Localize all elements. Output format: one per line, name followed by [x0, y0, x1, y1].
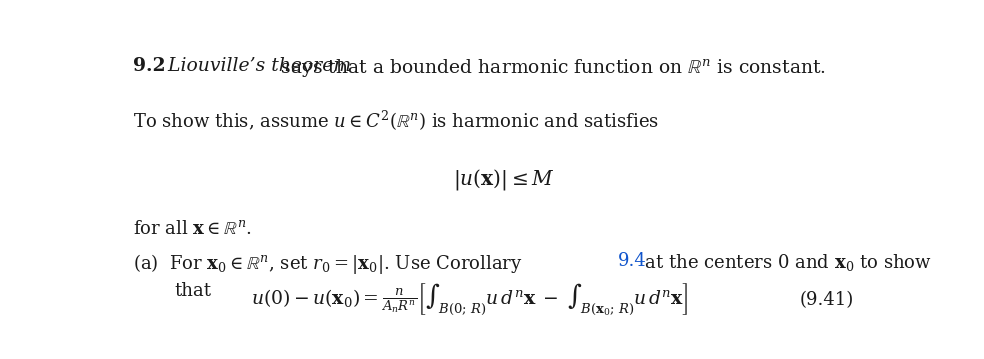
Text: (9.41): (9.41)	[799, 291, 853, 309]
Text: for all $\mathbf{x} \in \mathbb{R}^n$.: for all $\mathbf{x} \in \mathbb{R}^n$.	[133, 220, 252, 238]
Text: 9.2: 9.2	[133, 57, 165, 75]
Text: at the centers 0 and $\mathbf{x}_0$ to show: at the centers 0 and $\mathbf{x}_0$ to s…	[639, 252, 932, 273]
Text: that: that	[175, 282, 212, 300]
Text: Liouville’s theorem: Liouville’s theorem	[162, 57, 351, 75]
Text: 9.4: 9.4	[618, 252, 646, 270]
Text: $u(0) - u(\mathbf{x}_0) = \frac{n}{A_n R^n}\left[\int_{B(0;\,R)} u\, d^n\mathbf{: $u(0) - u(\mathbf{x}_0) = \frac{n}{A_n R…	[251, 282, 689, 318]
Text: (a)  For $\mathbf{x}_0 \in \mathbb{R}^n$, set $r_0 = |\mathbf{x}_0|$. Use Coroll: (a) For $\mathbf{x}_0 \in \mathbb{R}^n$,…	[133, 252, 523, 276]
Text: $|u(\mathbf{x})| \leq M$: $|u(\mathbf{x})| \leq M$	[454, 167, 555, 192]
Text: says that a bounded harmonic function on $\mathbb{R}^n$ is constant.: says that a bounded harmonic function on…	[275, 57, 826, 79]
Text: To show this, assume $u \in C^2(\mathbb{R}^n)$ is harmonic and satisfies: To show this, assume $u \in C^2(\mathbb{…	[133, 109, 659, 134]
